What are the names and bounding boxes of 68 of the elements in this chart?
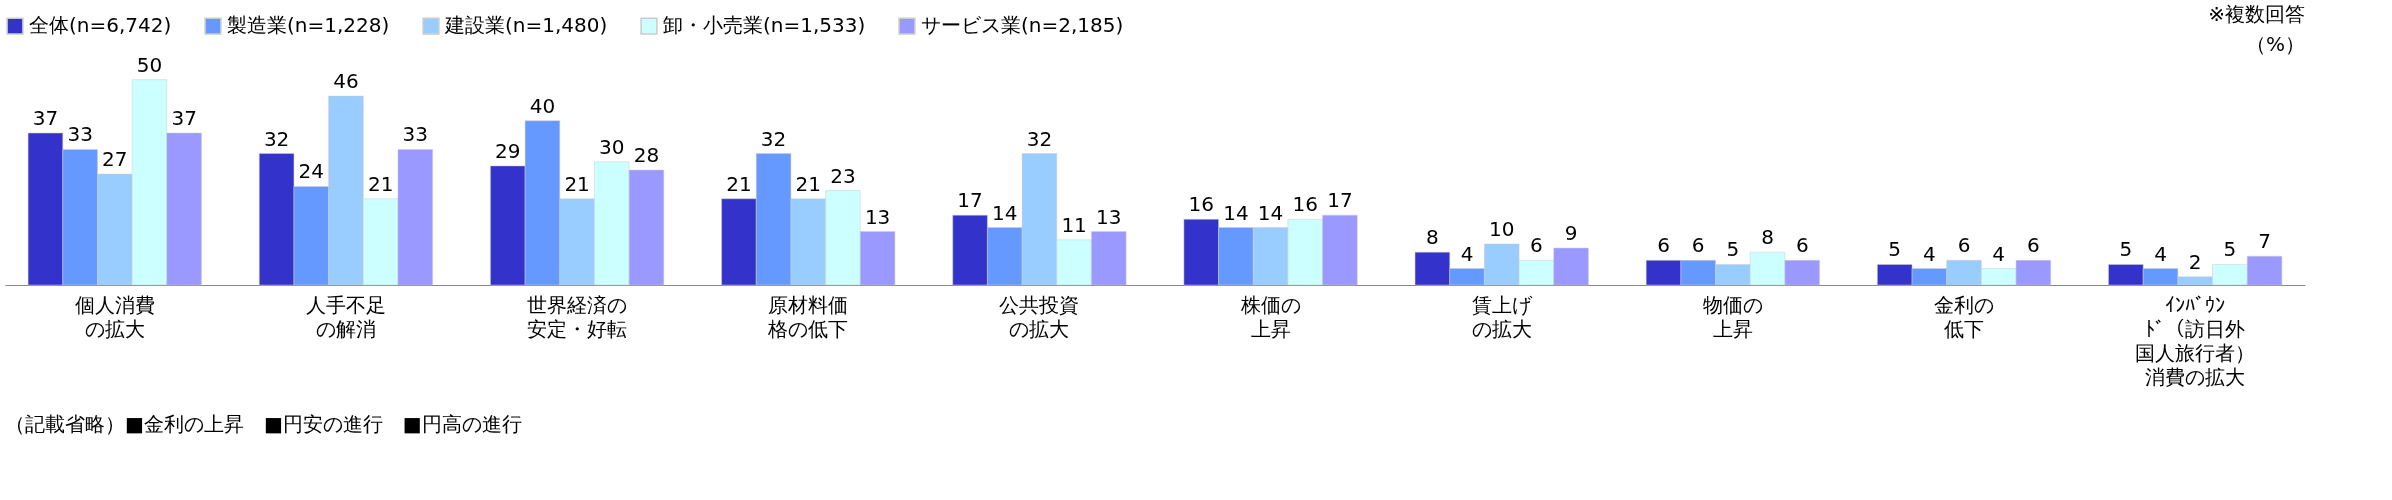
data-label: 4 xyxy=(1923,241,1936,266)
data-label: 28 xyxy=(633,143,660,167)
data-label: 14 xyxy=(1257,200,1284,225)
x-tick-label: 賃上げの拡大 xyxy=(1471,292,1533,341)
x-tick-label: 原材料価格の低下 xyxy=(767,292,849,341)
data-label: 13 xyxy=(864,204,891,229)
data-label: 30 xyxy=(599,134,625,159)
data-label: 4 xyxy=(1460,241,1474,266)
data-label: 32 xyxy=(1026,126,1053,151)
data-label: 17 xyxy=(1327,188,1353,213)
data-label: 6 xyxy=(2027,233,2040,258)
data-label: 27 xyxy=(102,147,128,172)
data-label: 4 xyxy=(1992,241,2006,266)
data-label: 17 xyxy=(957,188,983,213)
x-tick-label: 人手不足の解消 xyxy=(305,292,386,341)
x-tick-label: 世界経済の安定・好転 xyxy=(527,292,628,341)
data-label: 24 xyxy=(298,159,325,184)
data-label: 46 xyxy=(333,69,359,94)
text: （記載省略）■金利の上昇 ■円安の進行 ■円高の進行 xyxy=(5,412,522,436)
x-tick-label: 金利の低下 xyxy=(1934,292,1995,341)
x-tick-label: 物価の上昇 xyxy=(1702,292,1763,341)
data-label: 5 xyxy=(2223,237,2237,262)
data-label: 2 xyxy=(2188,249,2202,274)
text: （%） xyxy=(2245,32,2305,56)
data-label: 5 xyxy=(2119,237,2133,262)
data-label: 33 xyxy=(402,122,429,147)
data-label: 23 xyxy=(830,163,856,188)
data-label: 8 xyxy=(1426,225,1439,250)
data-label: 13 xyxy=(1096,204,1122,229)
data-label: 14 xyxy=(992,200,1018,225)
data-label: 50 xyxy=(136,52,163,77)
data-label: 7 xyxy=(2258,229,2271,254)
data-label: 40 xyxy=(529,93,556,118)
data-label: 21 xyxy=(564,171,590,196)
data-label: 5 xyxy=(1888,237,1902,262)
data-label: 14 xyxy=(1223,200,1249,225)
data-label: 6 xyxy=(1530,233,1543,258)
x-tick-label: ｲﾝﾊﾞｳﾝﾄﾞ（訪日外国人旅行者）消費の拡大 xyxy=(2135,292,2256,389)
data-label: 6 xyxy=(1957,233,1971,258)
data-label: 21 xyxy=(367,171,394,196)
x-tick-label: 個人消費の拡大 xyxy=(74,292,155,341)
text: ※複数回答 xyxy=(2208,2,2305,26)
data-label: 37 xyxy=(171,106,197,131)
data-label: 37 xyxy=(32,106,59,131)
data-label: 16 xyxy=(1292,192,1318,217)
data-label: 5 xyxy=(1726,237,1740,262)
data-label: 32 xyxy=(760,126,787,151)
data-label: 10 xyxy=(1489,216,1515,241)
x-tick-label: 株価の上昇 xyxy=(1239,292,1301,341)
x-tick-label: 公共投資の拡大 xyxy=(999,292,1080,341)
data-label: 33 xyxy=(67,122,93,147)
data-label: 6 xyxy=(1691,233,1705,258)
data-label: 21 xyxy=(795,171,821,196)
data-label: 29 xyxy=(495,138,521,163)
legend-label: 建設業(n=1,480) xyxy=(444,13,608,38)
legend-label: 全体(n=6,742) xyxy=(29,13,172,38)
data-label: 8 xyxy=(1761,225,1774,250)
legend-label: サービス業(n=2,185) xyxy=(921,13,1124,38)
legend-label: 製造業(n=1,228) xyxy=(227,13,390,38)
data-label: 4 xyxy=(2154,241,2167,266)
data-label: 11 xyxy=(1061,212,1087,237)
data-label: 6 xyxy=(1795,233,1809,258)
legend-label: 卸・小売業(n=1,533) xyxy=(663,13,866,38)
data-label: 9 xyxy=(1564,221,1578,246)
data-label: 32 xyxy=(263,126,290,151)
data-label: 21 xyxy=(726,171,752,196)
data-label: 6 xyxy=(1657,233,1670,258)
data-label: 16 xyxy=(1188,192,1214,217)
